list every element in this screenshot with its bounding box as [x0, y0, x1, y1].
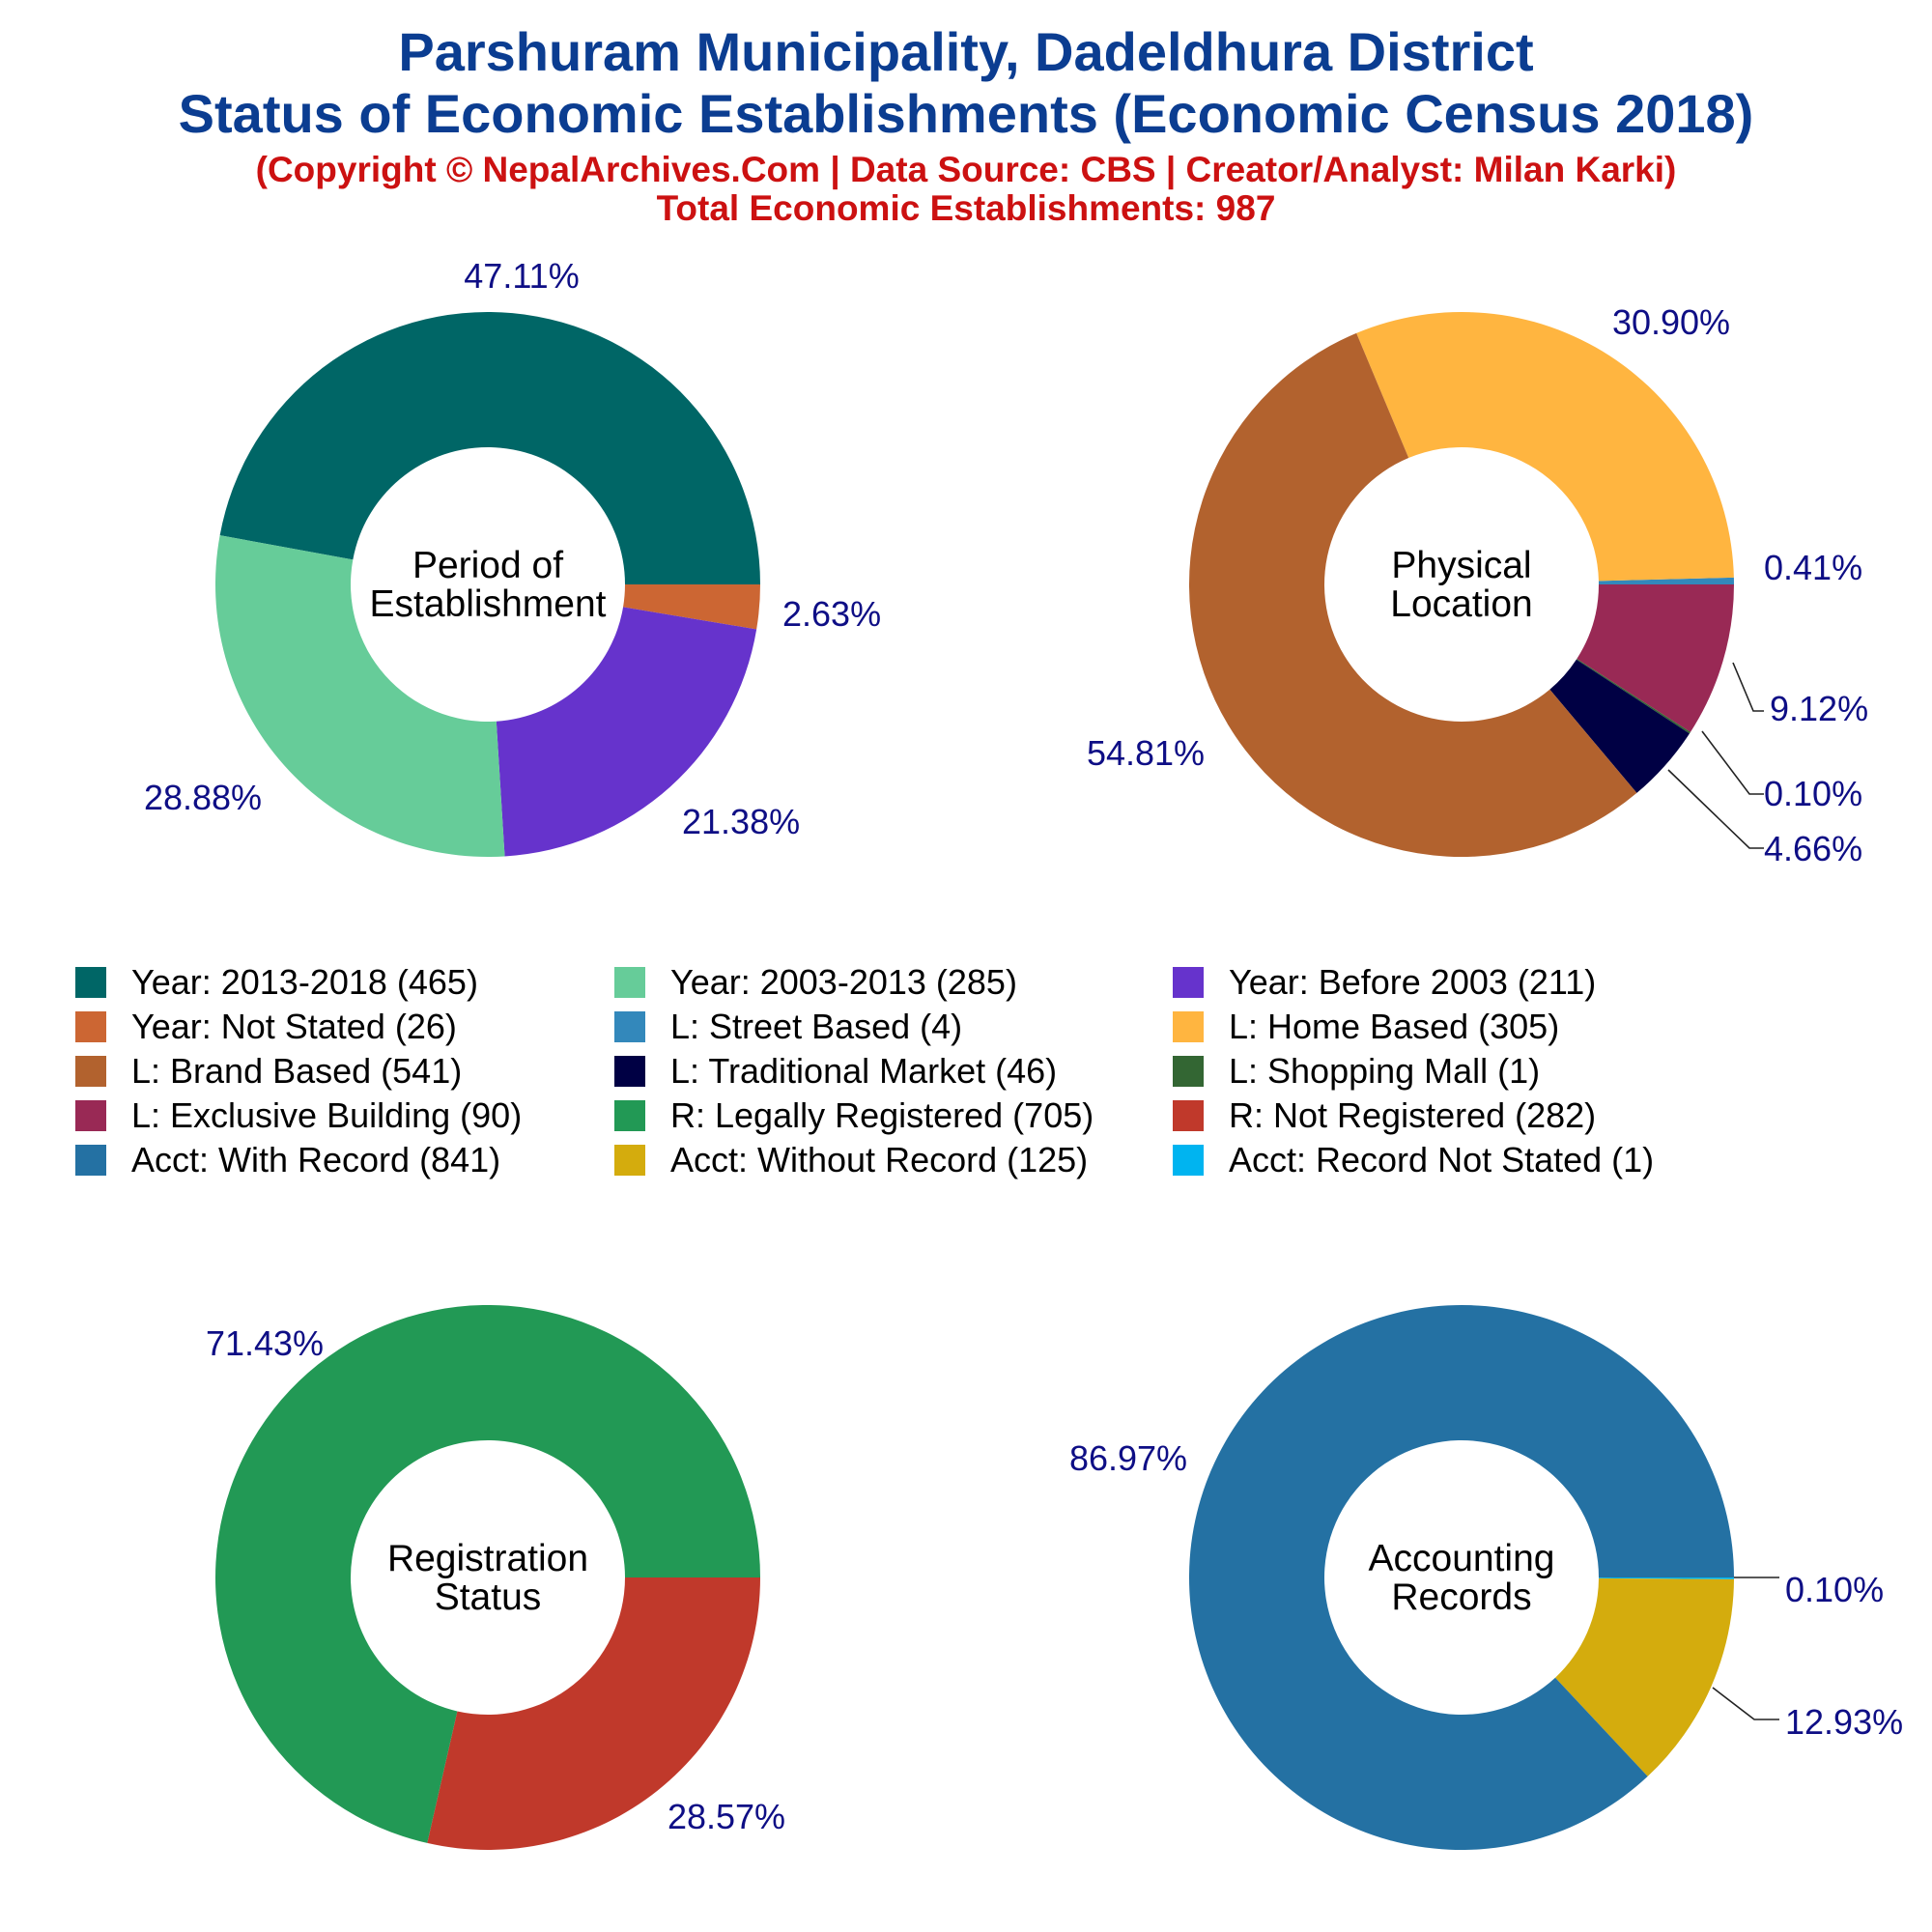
slice-percent-label: 0.10%	[1785, 1570, 1884, 1609]
donut-center-label: Accounting	[1369, 1538, 1555, 1579]
donut-center-label: Physical	[1391, 545, 1531, 586]
legend-swatch	[1173, 1056, 1204, 1087]
slice-percent-label: 0.41%	[1764, 548, 1862, 587]
legend-item: L: Exclusive Building (90)	[75, 1095, 523, 1135]
slice-percent-label: 47.11%	[464, 256, 579, 296]
slice-percent-label: 4.66%	[1764, 829, 1862, 868]
legend-label: Acct: With Record (841)	[131, 1140, 501, 1179]
legend-swatch	[1173, 967, 1204, 998]
chart-header: Parshuram Municipality, Dadeldhura Distr…	[0, 21, 1932, 228]
pie-slice	[1189, 332, 1637, 857]
donut-chart-1: 47.11% 2.63% 21.38% 28.88% Period ofEstablis…	[144, 256, 881, 857]
legend-label: Year: 2003-2013 (285)	[670, 962, 1017, 1002]
legend-label: Year: Before 2003 (211)	[1229, 962, 1597, 1002]
slice-percent-label: 0.10%	[1764, 774, 1862, 813]
label-leader-line	[1712, 1687, 1779, 1720]
legend-label: Year: Not Stated (26)	[131, 1007, 457, 1046]
legend-item: Year: Before 2003 (211)	[1173, 962, 1597, 1002]
legend-item: R: Legally Registered (705)	[614, 1095, 1094, 1135]
slice-percent-label: 54.81%	[1087, 733, 1205, 773]
legend-item: R: Not Registered (282)	[1173, 1095, 1597, 1135]
legend-label: Acct: Without Record (125)	[670, 1140, 1089, 1179]
donut-center-label: Location	[1390, 583, 1532, 625]
slice-percent-label: 71.43%	[206, 1323, 324, 1363]
slice-percent-label: 86.97%	[1069, 1438, 1187, 1478]
label-leader-line	[1732, 662, 1764, 712]
legend-label: L: Street Based (4)	[670, 1007, 963, 1046]
slice-percent-label: 12.93%	[1785, 1702, 1903, 1742]
legend-swatch	[75, 1056, 106, 1087]
legend-item: Acct: Record Not Stated (1)	[1173, 1140, 1655, 1179]
legend-swatch	[614, 1100, 645, 1131]
legend-item: Acct: With Record (841)	[75, 1140, 501, 1179]
donut-center-label: Establishment	[370, 583, 607, 625]
pie-slice	[1576, 658, 1690, 734]
donut-center-label: Records	[1391, 1577, 1531, 1618]
legend-item: L: Shopping Mall (1)	[1173, 1051, 1541, 1091]
pie-slice	[427, 1577, 760, 1850]
pie-slice	[1577, 584, 1734, 732]
legend-item: Year: Not Stated (26)	[75, 1007, 457, 1046]
slice-percent-label: 2.63%	[782, 594, 881, 634]
legend-item: L: Street Based (4)	[614, 1007, 963, 1046]
legend-label: Year: 2013-2018 (465)	[131, 962, 478, 1002]
legend-swatch	[1173, 1100, 1204, 1131]
total-establishments-subtitle: Total Economic Establishments: 987	[656, 188, 1276, 228]
pie-slice	[623, 584, 760, 630]
pie-slice	[1549, 659, 1690, 793]
legend-item: Year: 2013-2018 (465)	[75, 962, 478, 1002]
pie-slice	[1188, 1304, 1734, 1850]
copyright-subtitle: (Copyright © NepalArchives.Com | Data So…	[255, 150, 1677, 189]
pie-slice	[496, 607, 757, 857]
donut-center-label: Status	[435, 1577, 542, 1618]
slice-percent-label: 30.90%	[1612, 302, 1730, 342]
legend-swatch	[1173, 1145, 1204, 1176]
legend-label: L: Exclusive Building (90)	[131, 1095, 523, 1135]
legend-label: Acct: Record Not Stated (1)	[1229, 1140, 1655, 1179]
legend-swatch	[1173, 1011, 1204, 1042]
legend-swatch	[75, 1145, 106, 1176]
chart-title-line-2: Status of Economic Establishments (Econo…	[178, 83, 1754, 144]
slice-percent-label: 9.12%	[1770, 689, 1868, 728]
pie-slice	[1598, 577, 1734, 584]
legend-swatch	[614, 1056, 645, 1087]
legend-swatch	[614, 1145, 645, 1176]
donut-center-label: Registration	[387, 1538, 588, 1579]
legend-swatch	[75, 1011, 106, 1042]
legend-swatch	[614, 1011, 645, 1042]
legend-swatch	[75, 1100, 106, 1131]
legend-label: R: Legally Registered (705)	[670, 1095, 1094, 1135]
legend-label: L: Traditional Market (46)	[670, 1051, 1058, 1091]
pie-slice	[1356, 311, 1734, 582]
legend-label: L: Brand Based (541)	[131, 1051, 463, 1091]
label-leader-line	[1667, 769, 1764, 849]
legend-swatch	[75, 967, 106, 998]
pie-slice	[214, 1305, 760, 1843]
legend-item: Acct: Without Record (125)	[614, 1140, 1089, 1179]
legend-label: R: Not Registered (282)	[1229, 1095, 1597, 1135]
chart-title-line-1: Parshuram Municipality, Dadeldhura Distr…	[398, 21, 1534, 82]
legend-swatch	[614, 967, 645, 998]
slice-percent-label: 21.38%	[682, 802, 800, 841]
legend-item: L: Traditional Market (46)	[614, 1051, 1058, 1091]
legend-item: L: Brand Based (541)	[75, 1051, 463, 1091]
label-leader-line	[1701, 730, 1764, 795]
legend-item: L: Home Based (305)	[1173, 1007, 1560, 1046]
legend-label: L: Home Based (305)	[1229, 1007, 1560, 1046]
slice-percent-label: 28.57%	[668, 1797, 785, 1836]
legend-item: Year: 2003-2013 (285)	[614, 962, 1017, 1002]
donut-chart-2: 30.90% 0.41% 9.12% 0.10% 4.66% 54.81% Physical…	[1087, 302, 1868, 868]
slice-percent-label: 28.88%	[144, 778, 262, 817]
donut-center-label: Period of	[412, 545, 563, 586]
pie-slice	[1555, 1577, 1734, 1776]
pie-slice	[219, 312, 760, 584]
pie-slice	[215, 535, 505, 857]
pie-slice	[1598, 1577, 1734, 1579]
legend-label: L: Shopping Mall (1)	[1229, 1051, 1541, 1091]
